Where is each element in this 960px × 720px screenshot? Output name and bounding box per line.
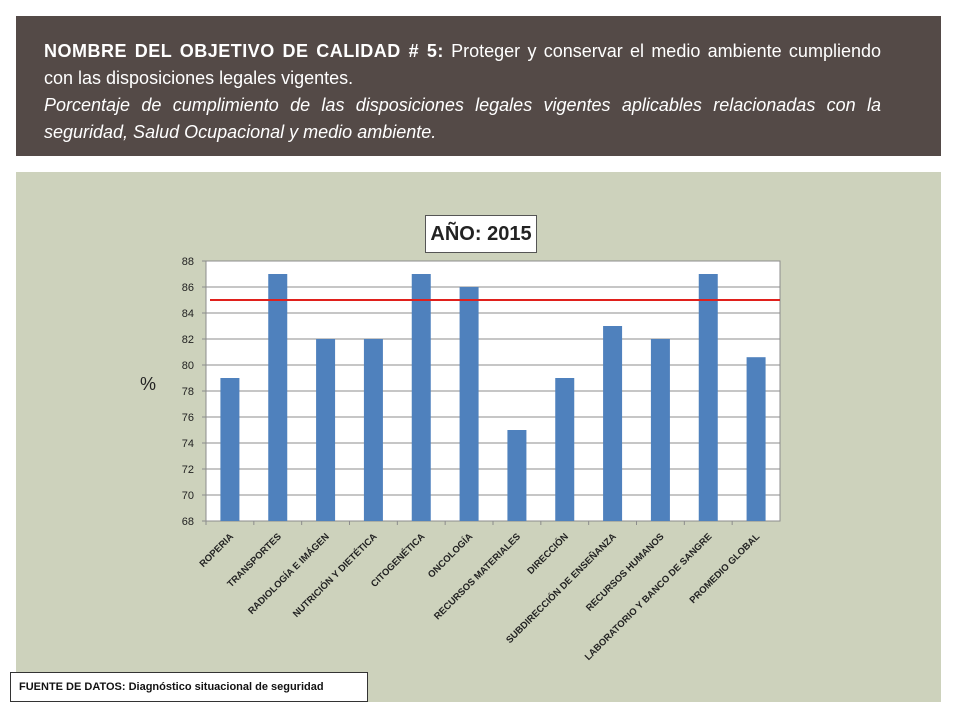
y-tick-label: 80 — [182, 360, 194, 372]
indicator-description: Porcentaje de cumplimiento de las dispos… — [44, 95, 881, 142]
data-source-note: FUENTE DE DATOS: Diagnóstico situacional… — [10, 672, 368, 702]
bar — [603, 326, 623, 521]
x-tick-label: ROPERIA — [198, 531, 236, 569]
y-tick-label: 82 — [182, 334, 194, 346]
y-axis-label: % — [140, 374, 157, 394]
y-tick-label: 78 — [182, 386, 194, 398]
bar — [220, 378, 240, 521]
objective-name-label: NOMBRE DEL OBJETIVO DE CALIDAD # 5: — [44, 41, 444, 61]
objective-header: NOMBRE DEL OBJETIVO DE CALIDAD # 5: Prot… — [16, 16, 941, 156]
y-tick-label: 72 — [182, 464, 194, 476]
y-tick-label: 68 — [182, 516, 194, 528]
bar — [507, 430, 527, 521]
objective-name-text: Proteger y conservar el medio ambiente c… — [44, 41, 881, 88]
y-tick-label: 88 — [182, 256, 194, 268]
bar — [459, 287, 479, 521]
bar — [316, 339, 336, 521]
x-tick-label: RADIOLOGÍA E IMÁGEN — [246, 531, 332, 617]
x-tick-label: NUTRICIÓN Y DIETÉTICA — [290, 531, 379, 620]
bar — [363, 339, 383, 521]
y-tick-label: 84 — [182, 308, 194, 320]
x-tick-label: RECURSOS MATERIALES — [432, 531, 523, 622]
y-tick-label: 74 — [182, 438, 194, 450]
bar — [746, 357, 766, 521]
objective-name: NOMBRE DEL OBJETIVO DE CALIDAD # 5: Prot… — [44, 38, 881, 92]
bar — [555, 378, 575, 521]
y-tick-label: 76 — [182, 412, 194, 424]
y-tick-label: 86 — [182, 282, 194, 294]
x-tick-label: ONCOLOGÍA — [426, 531, 475, 580]
bar — [650, 339, 670, 521]
bar — [698, 274, 718, 521]
y-tick-label: 70 — [182, 490, 194, 502]
x-tick-label: DIRECCIÓN — [525, 531, 571, 577]
bar — [411, 274, 431, 521]
bar — [268, 274, 288, 521]
x-tick-label: RECURSOS HUMANOS — [584, 531, 666, 613]
chart-title: AÑO: 2015 — [425, 215, 537, 253]
